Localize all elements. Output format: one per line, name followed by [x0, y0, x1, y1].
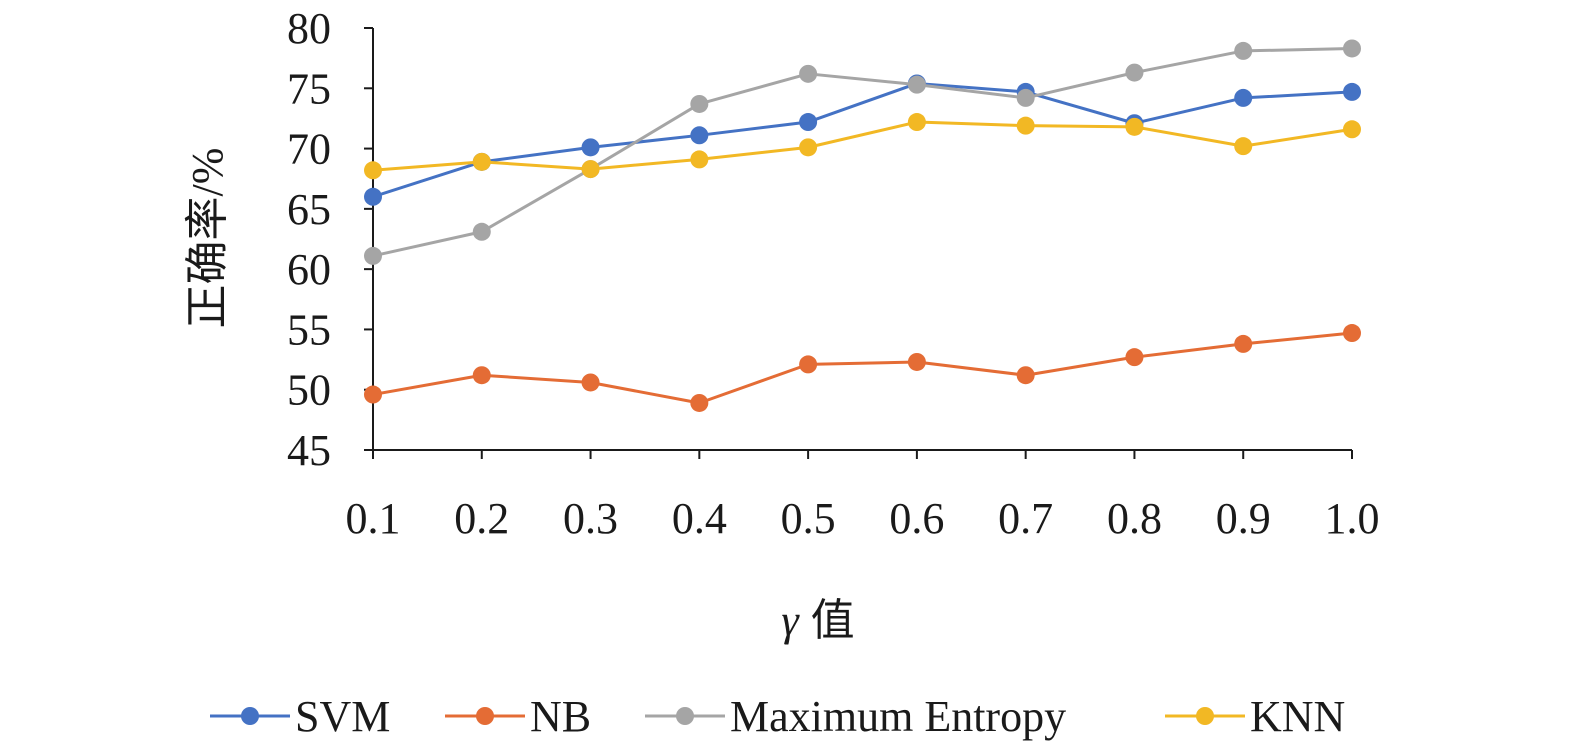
data-point-nb	[907, 352, 926, 371]
legend-label-nb: NB	[530, 692, 591, 741]
data-point-maximum-entropy	[1234, 41, 1253, 60]
series-maximum-entropy	[364, 39, 1361, 265]
y-axis-ticks: 45 50 55 60 65 70 75 80	[287, 4, 373, 475]
legend-marker-nb	[476, 707, 494, 725]
data-point-knn	[907, 113, 926, 132]
data-point-svm	[1343, 82, 1361, 101]
data-point-knn	[1016, 116, 1035, 135]
data-point-maximum-entropy	[364, 246, 382, 265]
y-tick-label: 80	[287, 4, 331, 53]
y-tick-label: 50	[287, 366, 331, 415]
series-line-knn	[372, 120, 1353, 172]
data-point-maximum-entropy	[690, 94, 709, 113]
series-nb	[364, 324, 1361, 412]
legend-label-maximum-entropy: Maximum Entropy	[730, 692, 1066, 741]
data-point-svm	[1234, 88, 1253, 107]
x-tick-label: 1.0	[1325, 494, 1380, 543]
legend: SVM NB Maximum Entropy KNN	[210, 692, 1345, 741]
legend-marker-maximum-entropy	[676, 707, 694, 725]
data-point-nb	[364, 385, 382, 404]
x-tick-label: 0.3	[563, 494, 618, 543]
legend-item-svm: SVM	[210, 692, 390, 741]
y-tick-label: 60	[287, 245, 331, 294]
legend-label-knn: KNN	[1250, 692, 1345, 741]
x-tick-label: 0.5	[781, 494, 836, 543]
data-point-knn	[1343, 120, 1361, 139]
x-tick-label: 0.1	[346, 494, 401, 543]
y-tick-label: 65	[287, 185, 331, 234]
data-point-nb	[1234, 334, 1253, 353]
data-point-knn	[1125, 117, 1144, 136]
data-point-maximum-entropy	[1125, 63, 1144, 82]
x-tick-label: 0.2	[454, 494, 509, 543]
data-point-nb	[1125, 348, 1144, 367]
x-axis-title-symbol: γ	[781, 596, 800, 645]
legend-item-maximum-entropy: Maximum Entropy	[645, 692, 1066, 741]
data-point-maximum-entropy	[1016, 88, 1035, 107]
y-tick-label: 45	[287, 426, 331, 475]
legend-marker-knn	[1196, 707, 1214, 725]
series-knn	[364, 113, 1361, 180]
legend-label-svm: SVM	[295, 692, 390, 741]
data-point-svm	[364, 187, 382, 206]
data-point-knn	[799, 138, 818, 157]
data-point-knn	[1234, 137, 1253, 156]
data-point-knn	[581, 160, 600, 179]
data-point-svm	[581, 138, 600, 157]
y-tick-label: 75	[287, 64, 331, 113]
data-point-maximum-entropy	[907, 75, 926, 94]
legend-item-knn: KNN	[1165, 692, 1345, 741]
x-axis-title-text: 值	[811, 596, 855, 645]
series-line-svm	[372, 81, 1353, 199]
series-line-nb	[372, 331, 1353, 405]
data-point-maximum-entropy	[799, 64, 818, 83]
series-line-maximum-entropy	[372, 46, 1353, 258]
data-point-nb	[1343, 324, 1361, 343]
legend-item-nb: NB	[445, 692, 591, 741]
data-point-maximum-entropy	[472, 222, 491, 241]
x-tick-label: 0.9	[1216, 494, 1271, 543]
data-point-svm	[799, 113, 818, 132]
x-tick-label: 0.8	[1107, 494, 1162, 543]
y-tick-label: 55	[287, 305, 331, 354]
data-point-nb	[581, 373, 600, 392]
data-point-nb	[472, 366, 491, 385]
y-axis-title: 正确率/%	[183, 148, 232, 329]
y-tick-label: 70	[287, 125, 331, 174]
data-point-knn	[690, 150, 709, 169]
data-point-maximum-entropy	[1343, 39, 1361, 58]
data-point-svm	[690, 126, 709, 145]
data-point-knn	[472, 152, 491, 171]
series-layer	[364, 39, 1361, 412]
legend-marker-svm	[241, 707, 259, 725]
x-tick-label: 0.4	[672, 494, 727, 543]
x-axis-ticks: 0.1 0.2 0.3 0.4 0.5 0.6 0.7 0.8 0.9 1.0	[346, 450, 1380, 543]
data-point-nb	[799, 355, 818, 374]
data-point-nb	[1016, 366, 1035, 385]
data-point-knn	[364, 161, 382, 180]
data-point-nb	[690, 393, 709, 412]
x-tick-label: 0.6	[889, 494, 944, 543]
x-tick-label: 0.7	[998, 494, 1053, 543]
